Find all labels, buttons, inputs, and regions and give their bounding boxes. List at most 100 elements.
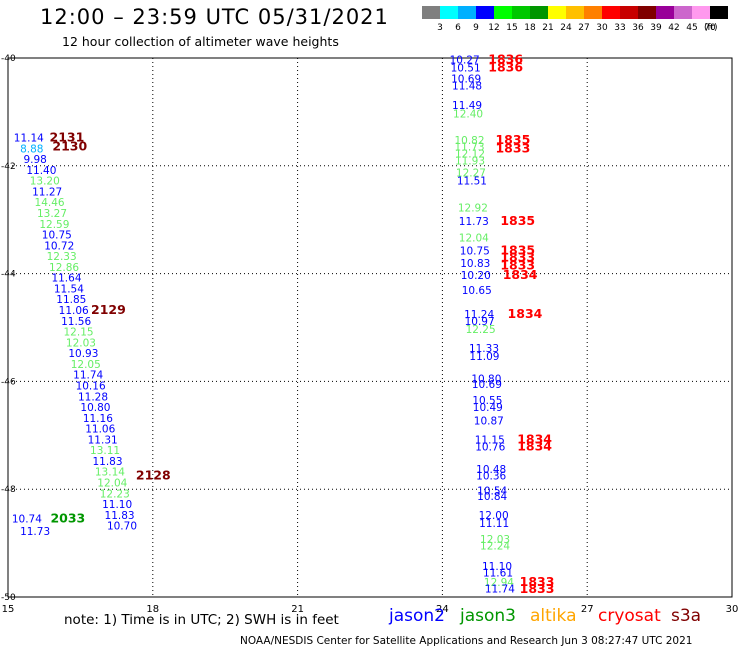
wave-height-label: 11.83 [92,456,122,468]
wave-height-label: 10.16 [76,380,106,392]
wave-height-label: 10.74 [12,514,42,526]
wave-height-label: 10.87 [474,416,504,428]
colorbar-swatch [620,6,638,19]
wave-height-label: 10.20 [461,270,491,282]
time-label: 1836 [488,51,523,66]
wave-height-label: 10.69 [472,379,502,391]
time-label: 2128 [136,467,171,482]
wave-height-label: 11.73 [454,142,484,154]
wave-height-label: 10.72 [44,240,74,252]
wave-height-label: 12.24 [480,541,510,553]
wave-height-label: 11.73 [20,526,50,538]
legend-cryosat: cryosat [598,606,661,626]
wave-height-label: 11.48 [452,80,482,92]
wave-height-label: 12.04 [97,478,127,490]
wave-height-label: 12.25 [466,324,496,336]
wave-height-label: 10.48 [476,464,506,476]
colorbar-label: 15 [506,23,518,33]
wave-height-label: 12.40 [453,108,483,120]
y-tick-label: -46 [1,377,16,387]
wave-height-label: 10.76 [475,441,505,453]
wave-height-label: 11.85 [56,294,86,306]
wave-height-label: 10.55 [472,395,502,407]
colorbar-label: 70 [704,23,716,33]
wave-height-label: 11.64 [51,273,81,285]
legend-jason2: jason2 [389,606,445,626]
colorbar-label: 6 [455,23,461,33]
x-tick-label: 18 [146,604,159,615]
colorbar-label: 42 [668,23,680,33]
wave-height-label: 14.46 [35,197,65,209]
wave-height-label: 9.98 [23,154,46,166]
wave-height-label: 11.61 [483,568,513,580]
colorbar-label: 39 [650,23,662,33]
time-label: 2129 [91,302,126,317]
time-label: 1833 [520,581,555,596]
time-label: 1834 [503,267,538,282]
time-label: 2130 [52,139,87,154]
colorbar-swatch [692,6,710,19]
wave-height-label: 12.05 [71,359,101,371]
wave-height-label: 11.74 [485,584,515,596]
wave-height-label: 10.51 [451,62,481,74]
wave-height-label: 10.70 [107,521,137,533]
time-label: 1833 [500,257,535,272]
wave-height-label: 11.06 [59,305,89,317]
wave-height-label: 10.75 [42,230,72,242]
wave-height-label: 11.10 [482,561,512,573]
colorbar-swatch [440,6,458,19]
wave-height-label: 12.03 [66,337,96,349]
time-label: 1834 [517,438,552,453]
colorbar-swatch [656,6,674,19]
colorbar-label: 9 [473,23,479,33]
y-tick-label: -50 [1,593,16,603]
wave-height-label: 11.10 [102,499,132,511]
colorbar-label: 36 [632,23,644,33]
time-label: 1833 [495,140,530,155]
colorbar-swatch [674,6,692,19]
wave-height-label: 11.06 [85,424,115,436]
colorbar-label: 27 [578,23,590,33]
wave-height-label: 11.27 [32,186,62,198]
time-label: 1833 [500,250,535,265]
x-tick-label: 24 [436,604,449,615]
wave-height-label: 11.56 [61,316,91,328]
wave-height-label: 11.73 [459,216,489,228]
wave-height-label: 12.27 [456,168,486,180]
y-tick-label: -42 [1,162,16,172]
colorbar-label: 18 [524,23,536,33]
wave-height-label: 10.27 [450,54,480,66]
colorbar-label: 21 [542,23,554,33]
legend-s3a: s3a [671,606,702,626]
wave-height-label: 11.74 [73,370,103,382]
time-label: 1834 [508,306,543,321]
wave-height-label: 11.09 [469,351,499,363]
y-tick-label: -48 [1,485,16,495]
wave-height-label: 10.82 [454,135,484,147]
wave-height-label: 11.16 [83,413,113,425]
colorbar-unit: (ft) [704,23,718,33]
wave-height-label: 10.54 [477,486,507,498]
colorbar-swatch [710,6,728,19]
plot-frame [7,57,733,598]
colorbar-label: 3 [437,23,443,33]
wave-height-label: 12.59 [39,219,69,231]
time-label: 1834 [517,431,552,446]
wave-height-label: 12.00 [479,510,509,522]
wave-height-label: 12.15 [64,327,94,339]
colorbar-label: 24 [560,23,572,33]
colorbar-label: 12 [488,23,500,33]
x-tick-label: 15 [2,604,15,615]
wave-height-label: 11.40 [26,165,56,177]
wave-height-label: 8.88 [20,143,43,155]
wave-height-label: 10.97 [465,316,495,328]
time-label: 2033 [50,511,85,526]
wave-height-label: 11.49 [452,100,482,112]
colorbar-swatch [584,6,602,19]
colorbar-swatch [422,6,440,19]
colorbar-label: 30 [596,23,608,33]
time-label: 1836 [488,59,523,74]
colorbar-swatch [494,6,512,19]
wave-height-label: 13.27 [37,208,67,220]
y-tick-label: -40 [1,54,16,64]
